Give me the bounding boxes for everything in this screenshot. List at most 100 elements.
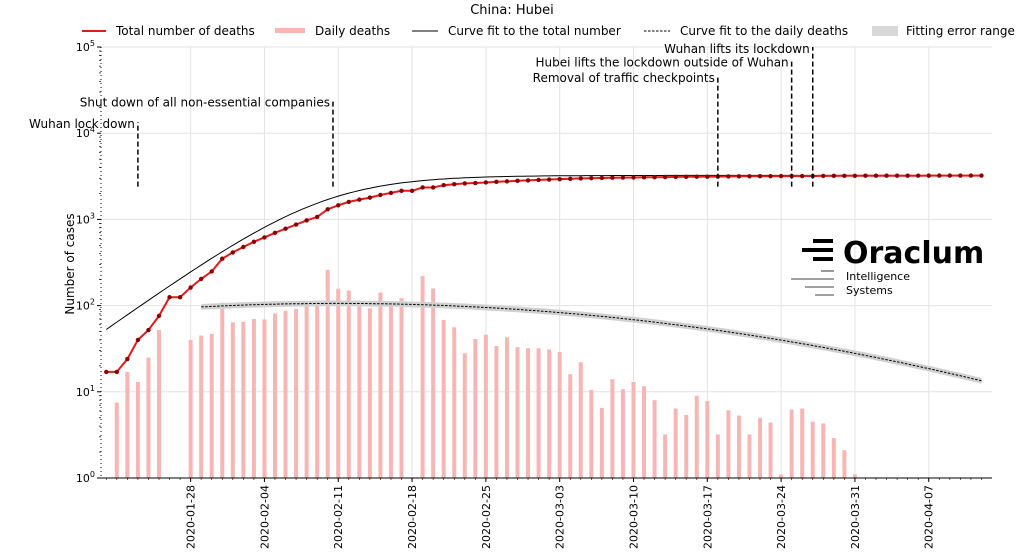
event-marker-label: Wuhan lifts its lockdown	[664, 42, 810, 56]
legend-item-fit-total: Curve fit to the total number	[412, 24, 621, 38]
daily-deaths-bar	[494, 345, 499, 478]
total-deaths-point	[399, 188, 404, 194]
total-deaths-point	[705, 174, 710, 179]
daily-deaths-bar	[652, 400, 657, 478]
daily-deaths-bar	[272, 313, 277, 478]
legend-item-fit-daily: Curve fit to the daily deaths	[644, 24, 848, 38]
daily-deaths-bar	[800, 408, 805, 478]
daily-deaths-bar	[325, 269, 330, 478]
daily-deaths-bar	[673, 408, 678, 478]
total-deaths-point	[293, 222, 299, 227]
event-marker-label: Wuhan lock down	[29, 117, 135, 131]
chart-title: China: Hubei	[470, 3, 554, 18]
legend-label-daily-deaths: Daily deaths	[315, 24, 390, 38]
total-deaths-point	[483, 180, 489, 185]
total-deaths-point	[304, 218, 309, 223]
total-deaths-point	[209, 269, 214, 274]
legend-label-error-range: Fitting error range	[906, 24, 1015, 38]
total-deaths-point	[325, 207, 330, 212]
annotations: Wuhan lock down Shut down of all non-esse…	[29, 42, 814, 187]
daily-deaths-bar	[399, 298, 404, 478]
x-tick-label: 2020-03-10	[627, 485, 640, 549]
total-deaths-point	[937, 173, 942, 178]
daily-deaths-bar	[547, 349, 552, 478]
total-deaths-point	[842, 173, 847, 179]
daily-deaths-bar	[842, 450, 847, 478]
legend-swatch-error-range	[872, 26, 898, 36]
event-marker-label: Shut down of all non-essential companies	[80, 95, 330, 109]
axes: 100 101 102 103 104 105 2020-01-28 2020-02-04 20…	[76, 39, 992, 549]
y-tick-label: 104	[76, 125, 95, 140]
daily-deaths-bar	[526, 348, 531, 478]
total-deaths-point	[884, 173, 889, 178]
total-deaths-point	[515, 178, 520, 184]
daily-deaths-bar	[810, 421, 815, 478]
daily-deaths-bar	[230, 322, 235, 478]
total-deaths-point	[198, 276, 204, 282]
total-deaths-point	[979, 173, 984, 178]
x-tick-label: 2020-02-11	[332, 485, 345, 549]
total-deaths-point	[589, 175, 594, 181]
total-deaths-point	[272, 230, 278, 236]
y-tick-label: 105	[76, 39, 95, 54]
event-marker-label: Hubei lifts the lockdown outside of Wuha…	[535, 55, 788, 69]
x-tick-label: 2020-01-28	[185, 485, 198, 549]
total-deaths-point	[610, 175, 615, 180]
daily-deaths-bar	[199, 335, 204, 478]
daily-deaths-bar	[262, 319, 267, 478]
total-deaths-point	[525, 178, 531, 183]
x-tick-label: 2020-03-17	[701, 485, 714, 549]
total-deaths-point	[736, 174, 742, 179]
total-deaths-point	[283, 226, 288, 231]
daily-deaths-bar	[315, 302, 320, 478]
daily-deaths-bar	[452, 327, 457, 478]
daily-deaths-bar	[441, 320, 446, 478]
total-deaths-point	[336, 203, 341, 208]
daily-deaths-bar	[146, 357, 151, 478]
x-tick-label: 2020-04-07	[923, 485, 936, 549]
event-marker-label: Removal of traffic checkpoints	[533, 71, 715, 85]
total-deaths-point	[378, 192, 383, 198]
total-deaths-point	[146, 327, 151, 333]
x-tick-label: 2020-03-03	[554, 485, 567, 549]
total-deaths-point	[346, 199, 351, 205]
daily-deaths-bar	[831, 438, 836, 478]
total-deaths-point	[546, 177, 552, 182]
bars	[114, 269, 857, 478]
legend-label-fit-total: Curve fit to the total number	[448, 24, 621, 38]
total-deaths-series	[104, 173, 984, 375]
daily-deaths-bar	[504, 337, 509, 478]
total-deaths-point	[420, 185, 425, 190]
logo-wordmark: Oraclum	[843, 236, 984, 271]
daily-deaths-bar	[852, 474, 857, 478]
total-deaths-point	[620, 175, 626, 180]
total-deaths-point	[241, 244, 246, 250]
total-deaths-point	[768, 173, 773, 179]
daily-deaths-bar	[515, 347, 520, 478]
daily-deaths-bar	[568, 374, 573, 478]
daily-deaths-bar	[473, 338, 478, 478]
total-deaths-point	[462, 181, 467, 186]
total-deaths-point	[251, 239, 257, 245]
total-deaths-point	[757, 174, 763, 179]
total-deaths-point	[167, 295, 172, 300]
daily-deaths-bar	[357, 303, 362, 478]
daily-deaths-bar	[620, 389, 625, 478]
total-deaths-point	[494, 179, 499, 185]
total-deaths-point	[473, 180, 478, 186]
daily-deaths-bar	[736, 415, 741, 478]
daily-deaths-bar	[125, 371, 130, 478]
daily-deaths-bar	[304, 304, 309, 478]
daily-deaths-bar	[536, 348, 541, 478]
daily-deaths-bar	[220, 302, 225, 478]
total-deaths-point	[230, 250, 236, 255]
daily-deaths-bar	[610, 379, 615, 478]
daily-deaths-bar	[251, 318, 256, 478]
total-deaths-point	[915, 173, 921, 178]
total-deaths-point	[905, 173, 910, 178]
total-deaths-point	[262, 235, 267, 240]
legend: Total number of deaths Daily deaths Curv…	[82, 24, 1015, 38]
total-deaths-point	[388, 190, 394, 196]
daily-deaths-bar	[336, 288, 341, 478]
total-deaths-point	[968, 173, 974, 178]
